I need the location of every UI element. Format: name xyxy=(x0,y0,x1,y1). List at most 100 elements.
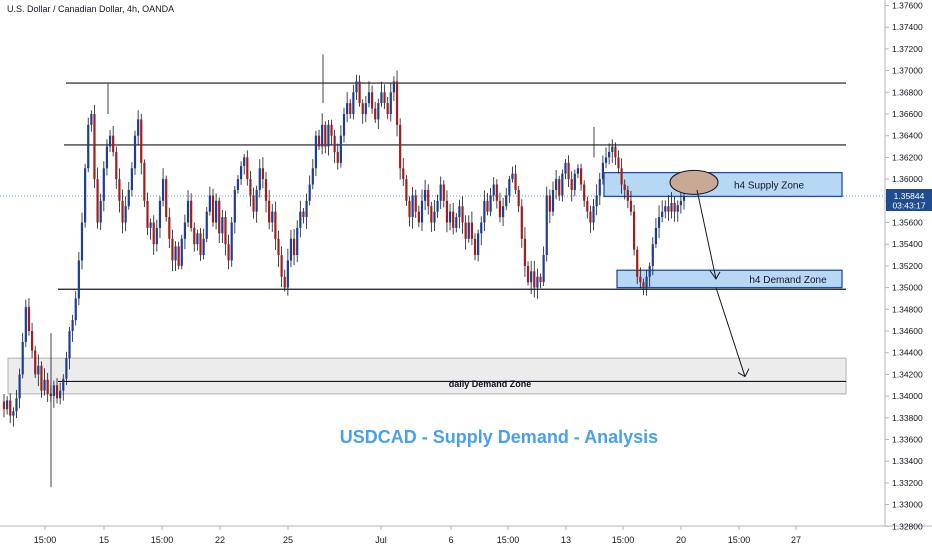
candle-body xyxy=(545,195,548,256)
candle xyxy=(495,179,498,209)
candle xyxy=(564,159,567,180)
candle-body xyxy=(255,189,258,212)
candle xyxy=(536,268,539,299)
candle xyxy=(651,237,654,276)
candle-body xyxy=(52,385,56,397)
candle-body xyxy=(576,168,580,174)
candle xyxy=(477,229,480,262)
daily-demand-zone[interactable] xyxy=(7,357,847,395)
candle xyxy=(149,218,152,240)
candle-body xyxy=(477,233,480,256)
candle-body xyxy=(579,168,583,185)
candle xyxy=(264,171,268,213)
candle-body xyxy=(352,92,355,114)
candle-body xyxy=(202,238,205,256)
candle xyxy=(676,200,679,222)
candle xyxy=(161,168,165,207)
candle-body xyxy=(664,206,667,212)
candle xyxy=(211,188,215,227)
projection-arrow-line[interactable] xyxy=(715,287,746,377)
candle xyxy=(511,166,514,183)
candle-body xyxy=(399,124,402,169)
candle xyxy=(598,172,601,206)
candle xyxy=(133,130,137,175)
candle xyxy=(392,76,396,102)
candle-body xyxy=(374,108,377,120)
candle-body xyxy=(211,195,215,223)
candle xyxy=(414,189,417,218)
candle-body xyxy=(361,103,364,114)
candle-body xyxy=(221,217,224,234)
time-tick-label: 13 xyxy=(561,535,571,545)
candle-body xyxy=(161,179,165,201)
candle xyxy=(90,110,93,132)
candle xyxy=(461,196,464,234)
price-tick-label: 1.33400 xyxy=(892,456,923,466)
candle xyxy=(386,96,389,120)
candle-body xyxy=(299,211,302,228)
candle-body xyxy=(427,189,430,207)
candle-body xyxy=(158,200,162,228)
candle xyxy=(402,158,405,186)
candle-body xyxy=(608,151,611,158)
h4-demand-zone[interactable] xyxy=(616,269,843,289)
symbol-title: U.S. Dollar / Canadian Dollar, 4h, OANDA xyxy=(7,4,175,14)
candle xyxy=(657,205,661,239)
candle-body xyxy=(651,244,654,266)
h4-supply-zone[interactable] xyxy=(603,171,843,198)
candle-body xyxy=(84,168,87,223)
candle-body xyxy=(96,179,99,223)
candle xyxy=(205,206,208,243)
candle xyxy=(636,246,639,284)
candle-body xyxy=(567,162,570,180)
candle-body xyxy=(283,276,286,288)
time-tick-label: 15:00 xyxy=(612,535,635,545)
candle-body xyxy=(305,200,308,218)
supply-reaction-ellipse[interactable] xyxy=(669,169,719,195)
candle-body xyxy=(670,202,673,212)
candle-body xyxy=(470,222,473,239)
candle-body xyxy=(2,401,6,410)
candle-body xyxy=(539,276,542,283)
candle xyxy=(215,193,218,230)
candle-body xyxy=(77,260,80,299)
candle xyxy=(530,260,533,295)
candle xyxy=(589,205,592,233)
candle xyxy=(399,118,402,180)
candle-body xyxy=(464,222,467,239)
candle xyxy=(370,85,374,114)
candle-body xyxy=(330,124,333,136)
candle xyxy=(592,198,595,231)
candle xyxy=(84,163,87,228)
candle xyxy=(489,188,492,217)
candle xyxy=(439,176,442,209)
candle-body xyxy=(71,320,74,331)
candle xyxy=(617,150,620,174)
candle-body xyxy=(6,400,9,410)
candle-body xyxy=(21,341,24,375)
candle-body xyxy=(417,211,420,223)
candle-body xyxy=(389,92,392,114)
candle-body xyxy=(24,307,27,342)
candle xyxy=(130,162,133,197)
candle xyxy=(526,261,530,286)
candle-body xyxy=(333,135,336,152)
candle xyxy=(483,190,486,232)
candle xyxy=(87,117,90,173)
candle-body xyxy=(62,378,65,391)
price-tick-label: 1.33800 xyxy=(892,413,923,423)
candle xyxy=(196,229,199,251)
candle xyxy=(221,209,224,244)
candle-body xyxy=(249,179,252,196)
candle xyxy=(367,81,371,108)
candle xyxy=(12,407,15,427)
candle xyxy=(93,104,96,188)
candle-body xyxy=(533,271,536,288)
projection-arrow-line[interactable] xyxy=(696,189,717,280)
candle xyxy=(333,129,336,164)
candle-body xyxy=(383,92,386,104)
time-tick-label: 15:00 xyxy=(151,535,174,545)
candle-body xyxy=(102,168,105,201)
